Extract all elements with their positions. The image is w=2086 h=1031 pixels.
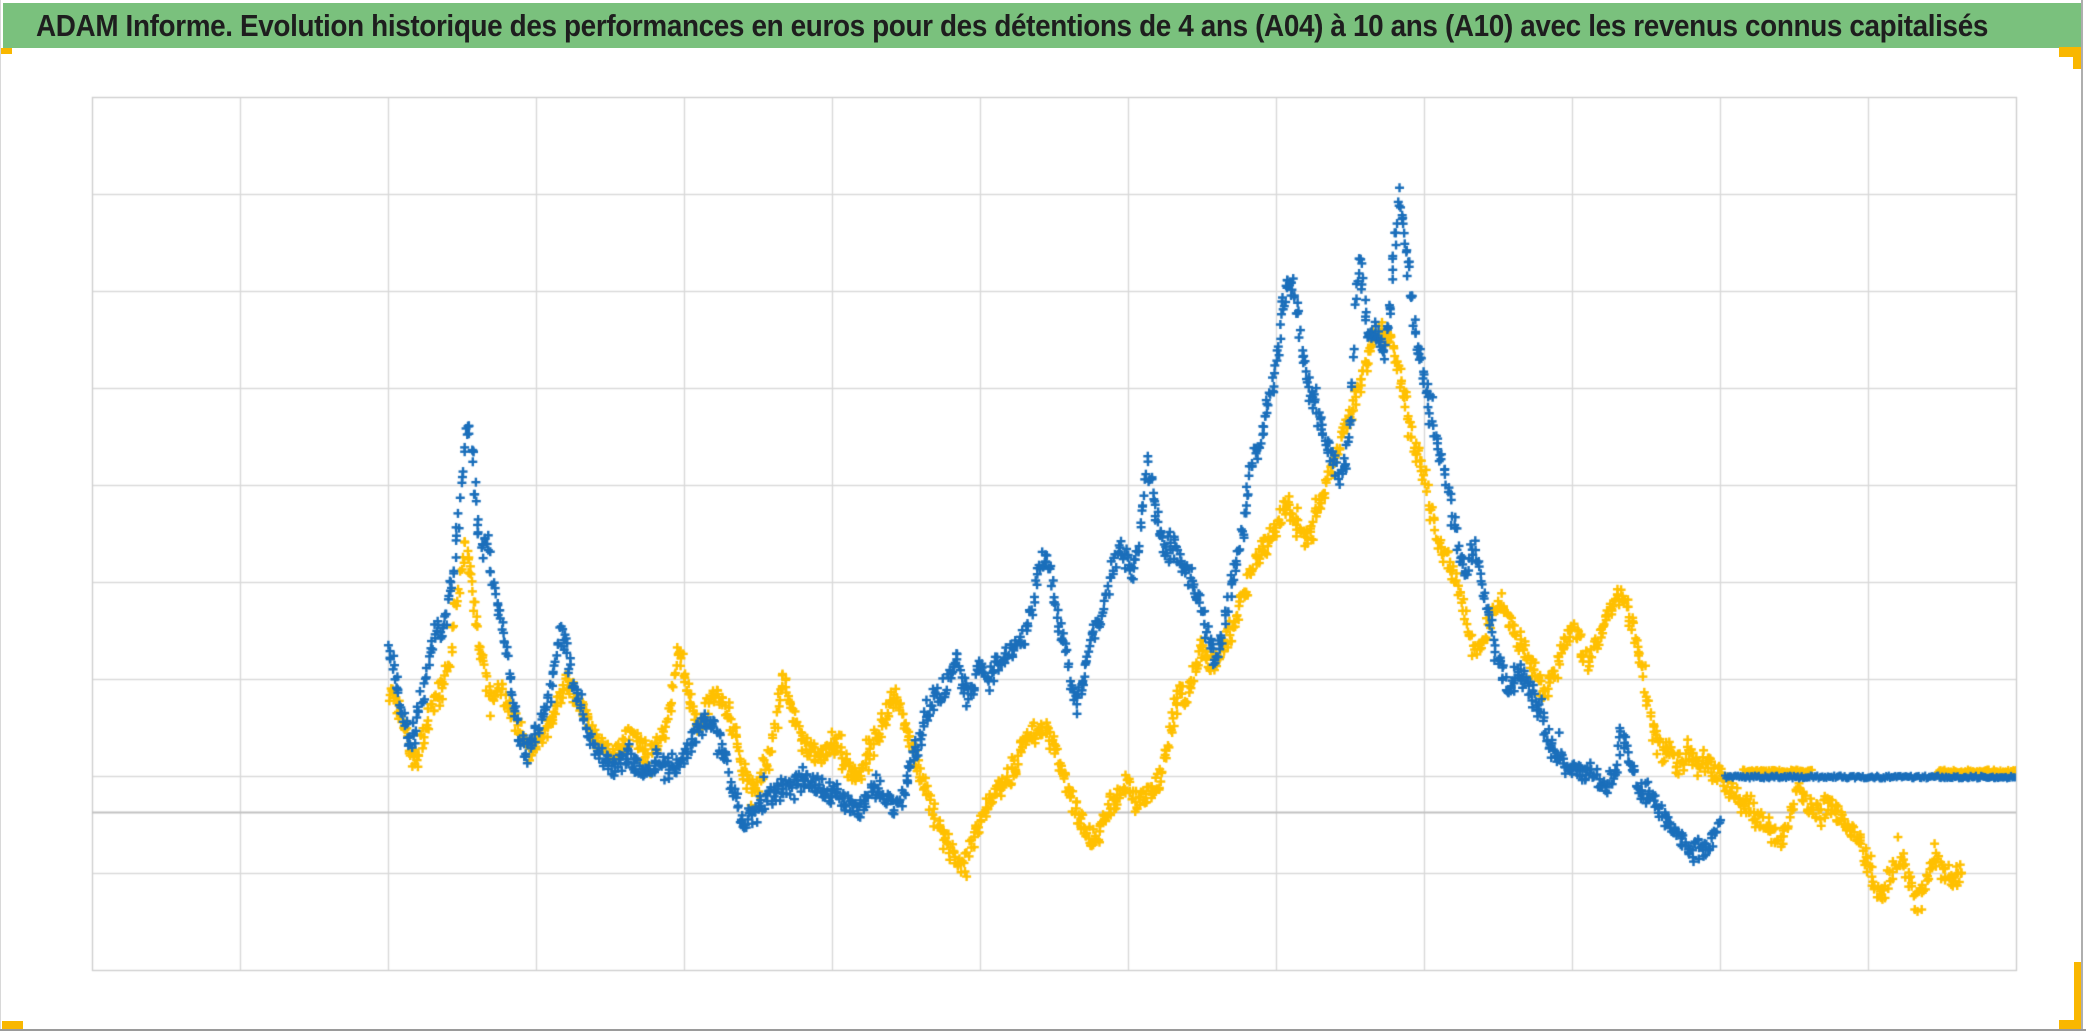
corner-marker-top-right-vertical — [2073, 47, 2082, 69]
corner-marker-bottom-left — [2, 1021, 23, 1029]
window-left-edge — [0, 0, 1, 1031]
corner-marker-top-left — [0, 48, 12, 54]
report-title-bar: ADAM Informe. Evolution historique des p… — [3, 3, 2082, 48]
window-right-edge — [2081, 0, 2083, 1031]
corner-marker-top-right-horizontal — [2059, 47, 2082, 57]
corner-marker-bottom-right-vertical — [2074, 962, 2082, 1022]
report-title: ADAM Informe. Evolution historique des p… — [36, 7, 1988, 43]
corner-marker-bottom-right-horizontal — [2059, 1020, 2082, 1030]
window-bottom-edge — [0, 1029, 2086, 1031]
